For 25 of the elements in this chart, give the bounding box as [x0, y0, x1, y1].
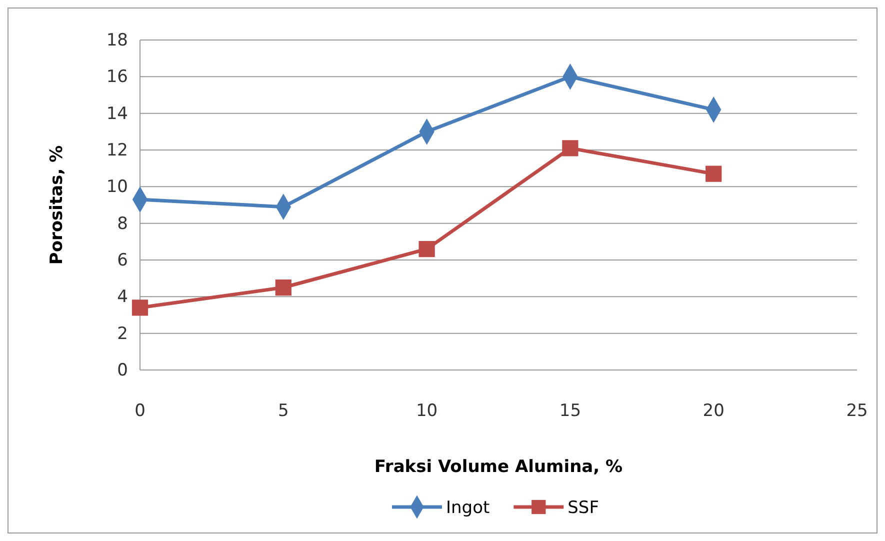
- point: [132, 300, 148, 316]
- point: [706, 166, 722, 182]
- x-tick-label: 10: [416, 401, 438, 422]
- y-tick-label: 0: [117, 360, 128, 380]
- y-tick-label: 4: [117, 287, 128, 308]
- y-tick-label: 16: [106, 67, 128, 88]
- x-axis-title: Fraksi Volume Alumina, %: [374, 457, 623, 477]
- point: [562, 140, 578, 156]
- y-tick-label: 2: [117, 324, 128, 344]
- y-tick-label: 18: [106, 30, 128, 50]
- point: [275, 279, 292, 296]
- y-tick-label: 6: [117, 250, 128, 270]
- y-tick-label: 10: [106, 177, 128, 198]
- x-tick-label: 0: [134, 401, 146, 422]
- x-tick-label: 20: [702, 401, 724, 422]
- x-tick-label: 25: [846, 401, 868, 422]
- y-axis-title: Porositas, %: [47, 145, 67, 265]
- legend-label: Ingot: [446, 498, 490, 518]
- legend-label: SSF: [568, 498, 600, 518]
- x-tick-label: 15: [559, 401, 582, 422]
- x-tick-label: 5: [278, 401, 289, 422]
- y-tick-label: 12: [106, 140, 128, 160]
- y-tick-label: 8: [117, 214, 128, 234]
- point: [418, 240, 435, 258]
- y-tick-label: 14: [106, 104, 128, 124]
